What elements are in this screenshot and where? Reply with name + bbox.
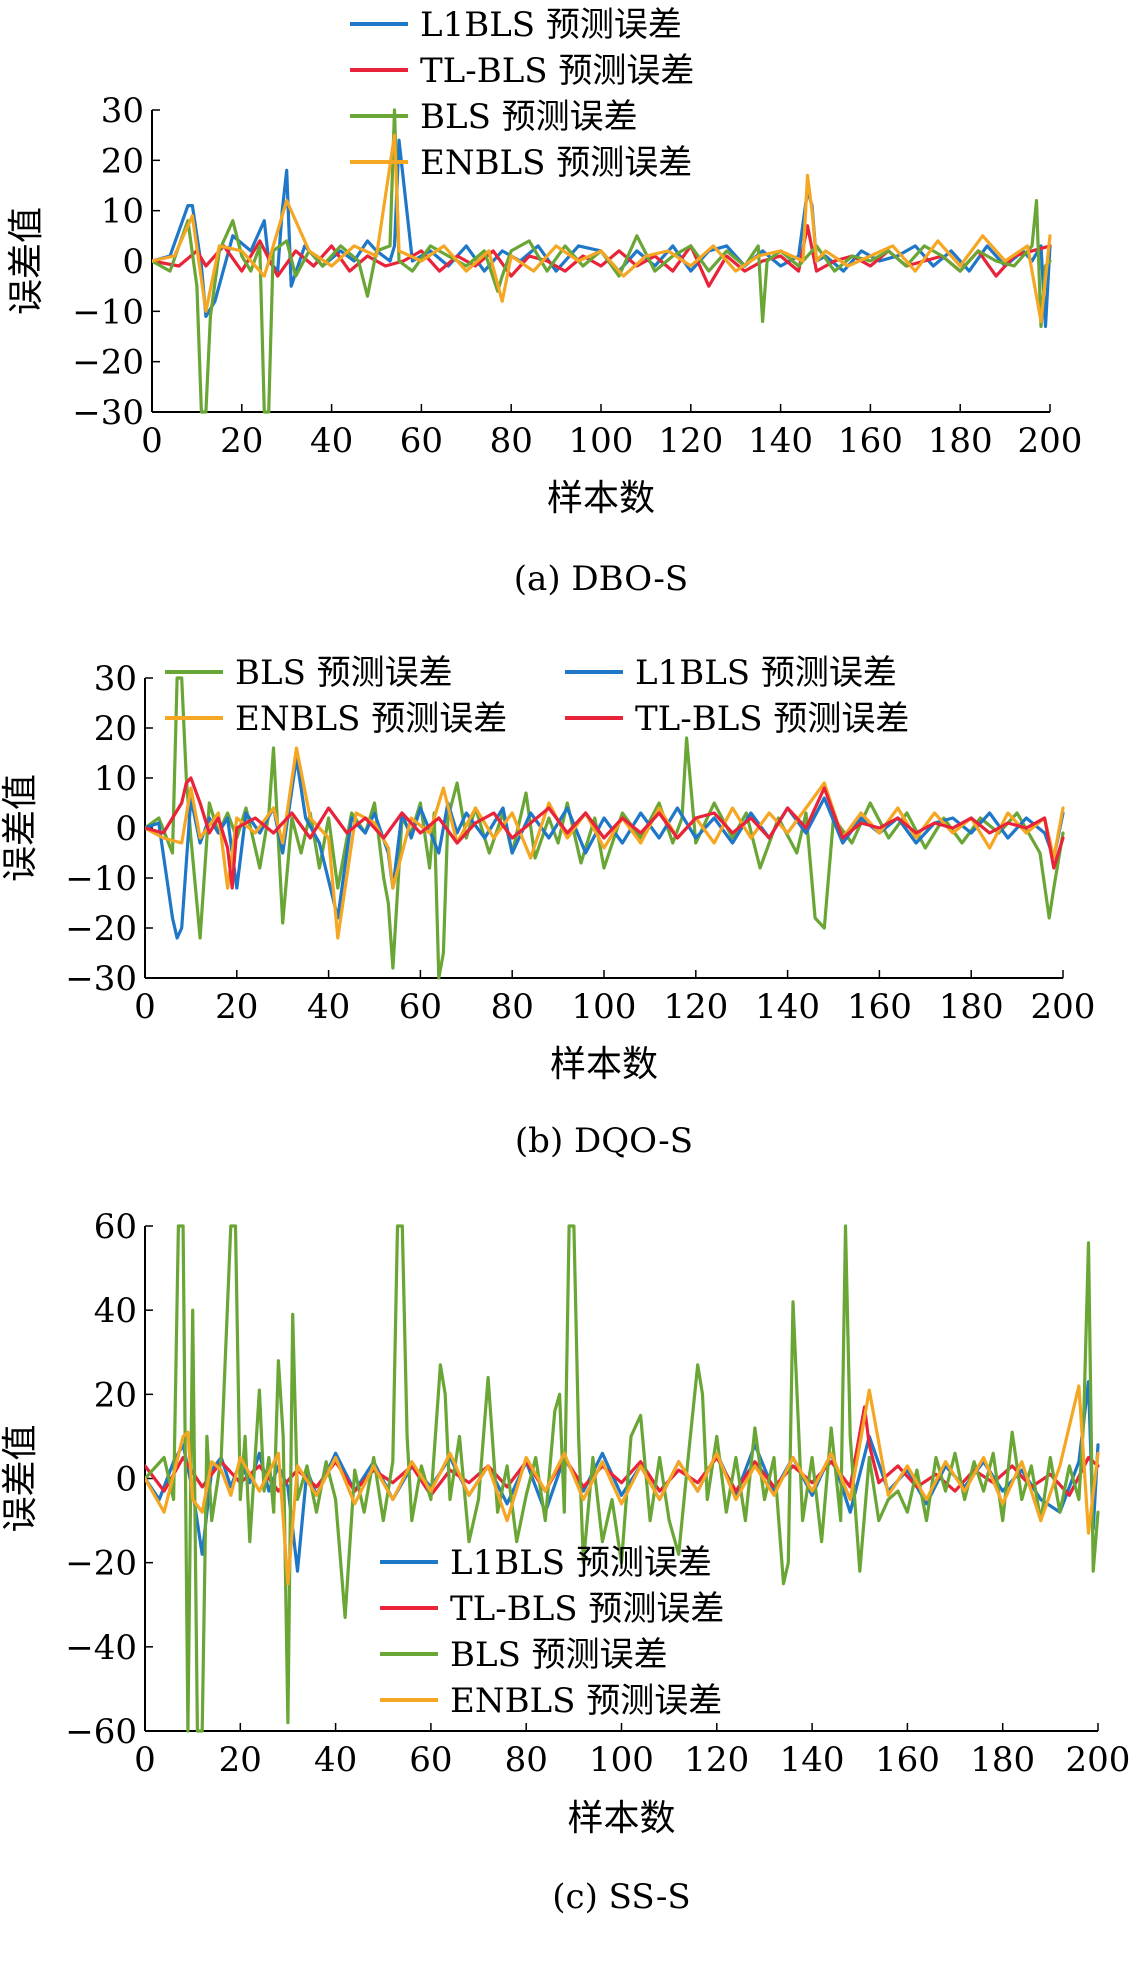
y-tick-label: −20 xyxy=(65,909,137,949)
x-tick-label: 80 xyxy=(505,1740,548,1780)
x-tick-label: 180 xyxy=(970,1740,1035,1780)
x-tick-label: 60 xyxy=(400,421,443,461)
legend: L1BLS 预测误差 TL-BLS 预测误差 BLS 预测误差 ENBLS 预测误差 xyxy=(350,5,694,183)
y-tick-label: 10 xyxy=(101,192,144,232)
chart-b-dqo-s: 0 20 40 60 80 100 120 140 160 180 200 −30 −20 −10 0 10 2… xyxy=(0,653,1096,1161)
x-tick-label: 200 xyxy=(1066,1740,1131,1780)
y-tick-label: 30 xyxy=(94,659,137,699)
y-tick-label: 0 xyxy=(122,242,144,282)
chart-caption: (c) SS-S xyxy=(552,1877,690,1917)
y-axis-label: 误差值 xyxy=(6,207,47,315)
legend-entry-0: L1BLS 预测误差 xyxy=(420,5,682,45)
panel-c-ss-s: 0 20 40 60 80 100 120 140 160 180 200 −60 −40 −20 0 20 4… xyxy=(0,1200,1144,1960)
legend-entry-1: TL-BLS 预测误差 xyxy=(420,51,694,91)
y-tick-label: −20 xyxy=(65,1544,137,1584)
y-tick-label: −30 xyxy=(72,393,144,433)
y-tick-label: −40 xyxy=(65,1628,137,1668)
x-axis-label: 样本数 xyxy=(550,1044,658,1085)
y-axis-label: 误差值 xyxy=(0,774,41,882)
y-tick-label: 20 xyxy=(94,709,137,749)
x-tick-label: 120 xyxy=(684,1740,749,1780)
x-tick-label: 100 xyxy=(589,1740,654,1780)
x-tick-label: 140 xyxy=(780,1740,845,1780)
x-tick-label: 160 xyxy=(875,1740,940,1780)
legend-entry-0: L1BLS 预测误差 xyxy=(450,1543,712,1583)
legend-entry-3: TL-BLS 预测误差 xyxy=(635,699,909,739)
x-tick-label: 160 xyxy=(847,987,912,1027)
y-tick-label: −10 xyxy=(65,859,137,899)
series-line-3 xyxy=(145,1384,1100,1586)
x-tick-label: 140 xyxy=(748,421,813,461)
chart-caption: (b) DQO-S xyxy=(515,1121,693,1161)
legend-entry-1: L1BLS 预测误差 xyxy=(635,653,897,693)
legend-entry-2: BLS 预测误差 xyxy=(420,97,638,137)
x-tick-label: 0 xyxy=(134,1740,156,1780)
x-tick-label: 40 xyxy=(314,1740,357,1780)
x-tick-label: 140 xyxy=(755,987,820,1027)
y-tick-label: 20 xyxy=(94,1375,137,1415)
series-line-2 xyxy=(145,1224,1100,1733)
x-tick-label: 180 xyxy=(928,421,993,461)
x-tick-label: 200 xyxy=(1018,421,1083,461)
x-tick-label: 60 xyxy=(399,987,442,1027)
y-tick-label: 0 xyxy=(115,809,137,849)
x-tick-label: 20 xyxy=(219,1740,262,1780)
x-axis-label: 样本数 xyxy=(547,478,655,519)
chart-c-ss-s: 0 20 40 60 80 100 120 140 160 180 200 −60 −40 −20 0 20 4… xyxy=(0,1207,1131,1917)
legend-entry-3: ENBLS 预测误差 xyxy=(420,143,692,183)
legend-entry-2: ENBLS 预测误差 xyxy=(235,699,507,739)
series-group xyxy=(145,1224,1100,1733)
y-tick-label: −20 xyxy=(72,343,144,383)
legend: BLS 预测误差 L1BLS 预测误差 ENBLS 预测误差 TL-BLS 预测误差 xyxy=(165,653,909,739)
series-line-3 xyxy=(145,776,1065,890)
y-axis-label: 误差值 xyxy=(0,1424,41,1532)
x-tick-label: 0 xyxy=(134,987,156,1027)
x-tick-label: 100 xyxy=(572,987,637,1027)
x-tick-label: 160 xyxy=(838,421,903,461)
series-line-1 xyxy=(145,1405,1100,1497)
series-line-3 xyxy=(152,133,1052,323)
y-tick-label: 20 xyxy=(101,141,144,181)
series-group xyxy=(152,108,1052,414)
y-tick-label: −10 xyxy=(72,292,144,332)
chart-a-dbo-s: 0 20 40 60 80 100 120 140 160 180 200 −30 −20 −10 0 10 2… xyxy=(6,5,1083,599)
x-axis-label: 样本数 xyxy=(567,1798,675,1839)
y-tick-label: −60 xyxy=(65,1712,137,1752)
y-tick-label: 30 xyxy=(101,91,144,131)
y-tick-label: 40 xyxy=(94,1291,137,1331)
x-tick-label: 100 xyxy=(569,421,634,461)
x-tick-label: 20 xyxy=(220,421,263,461)
legend-entry-2: BLS 预测误差 xyxy=(450,1635,668,1675)
series-line-1 xyxy=(145,756,1065,940)
legend-entry-3: ENBLS 预测误差 xyxy=(450,1681,722,1721)
x-tick-label: 20 xyxy=(215,987,258,1027)
legend-entry-1: TL-BLS 预测误差 xyxy=(450,1589,724,1629)
legend: L1BLS 预测误差 TL-BLS 预测误差 BLS 预测误差 ENBLS 预测误差 xyxy=(380,1543,724,1721)
y-tick-label: 0 xyxy=(115,1460,137,1500)
y-tick-label: 60 xyxy=(94,1207,137,1247)
x-tick-label: 40 xyxy=(310,421,353,461)
x-tick-label: 200 xyxy=(1031,987,1096,1027)
y-tick-label: −30 xyxy=(65,959,137,999)
x-tick-label: 80 xyxy=(490,421,533,461)
y-tick-label: 10 xyxy=(94,759,137,799)
x-tick-label: 80 xyxy=(491,987,534,1027)
series-group xyxy=(145,676,1065,980)
x-tick-label: 180 xyxy=(939,987,1004,1027)
x-tick-label: 120 xyxy=(658,421,723,461)
series-line-2 xyxy=(152,108,1052,414)
x-tick-label: 0 xyxy=(141,421,163,461)
panel-b-dqo-s: 0 20 40 60 80 100 120 140 160 180 200 −30 −20 −10 0 10 2… xyxy=(0,640,1144,1200)
legend-entry-0: BLS 预测误差 xyxy=(235,653,453,693)
chart-caption: (a) DBO-S xyxy=(514,559,688,599)
x-tick-label: 60 xyxy=(409,1740,452,1780)
panel-a-dbo-s: 0 20 40 60 80 100 120 140 160 180 200 −30 −20 −10 0 10 2… xyxy=(0,0,1144,640)
x-tick-label: 40 xyxy=(307,987,350,1027)
x-tick-label: 120 xyxy=(663,987,728,1027)
